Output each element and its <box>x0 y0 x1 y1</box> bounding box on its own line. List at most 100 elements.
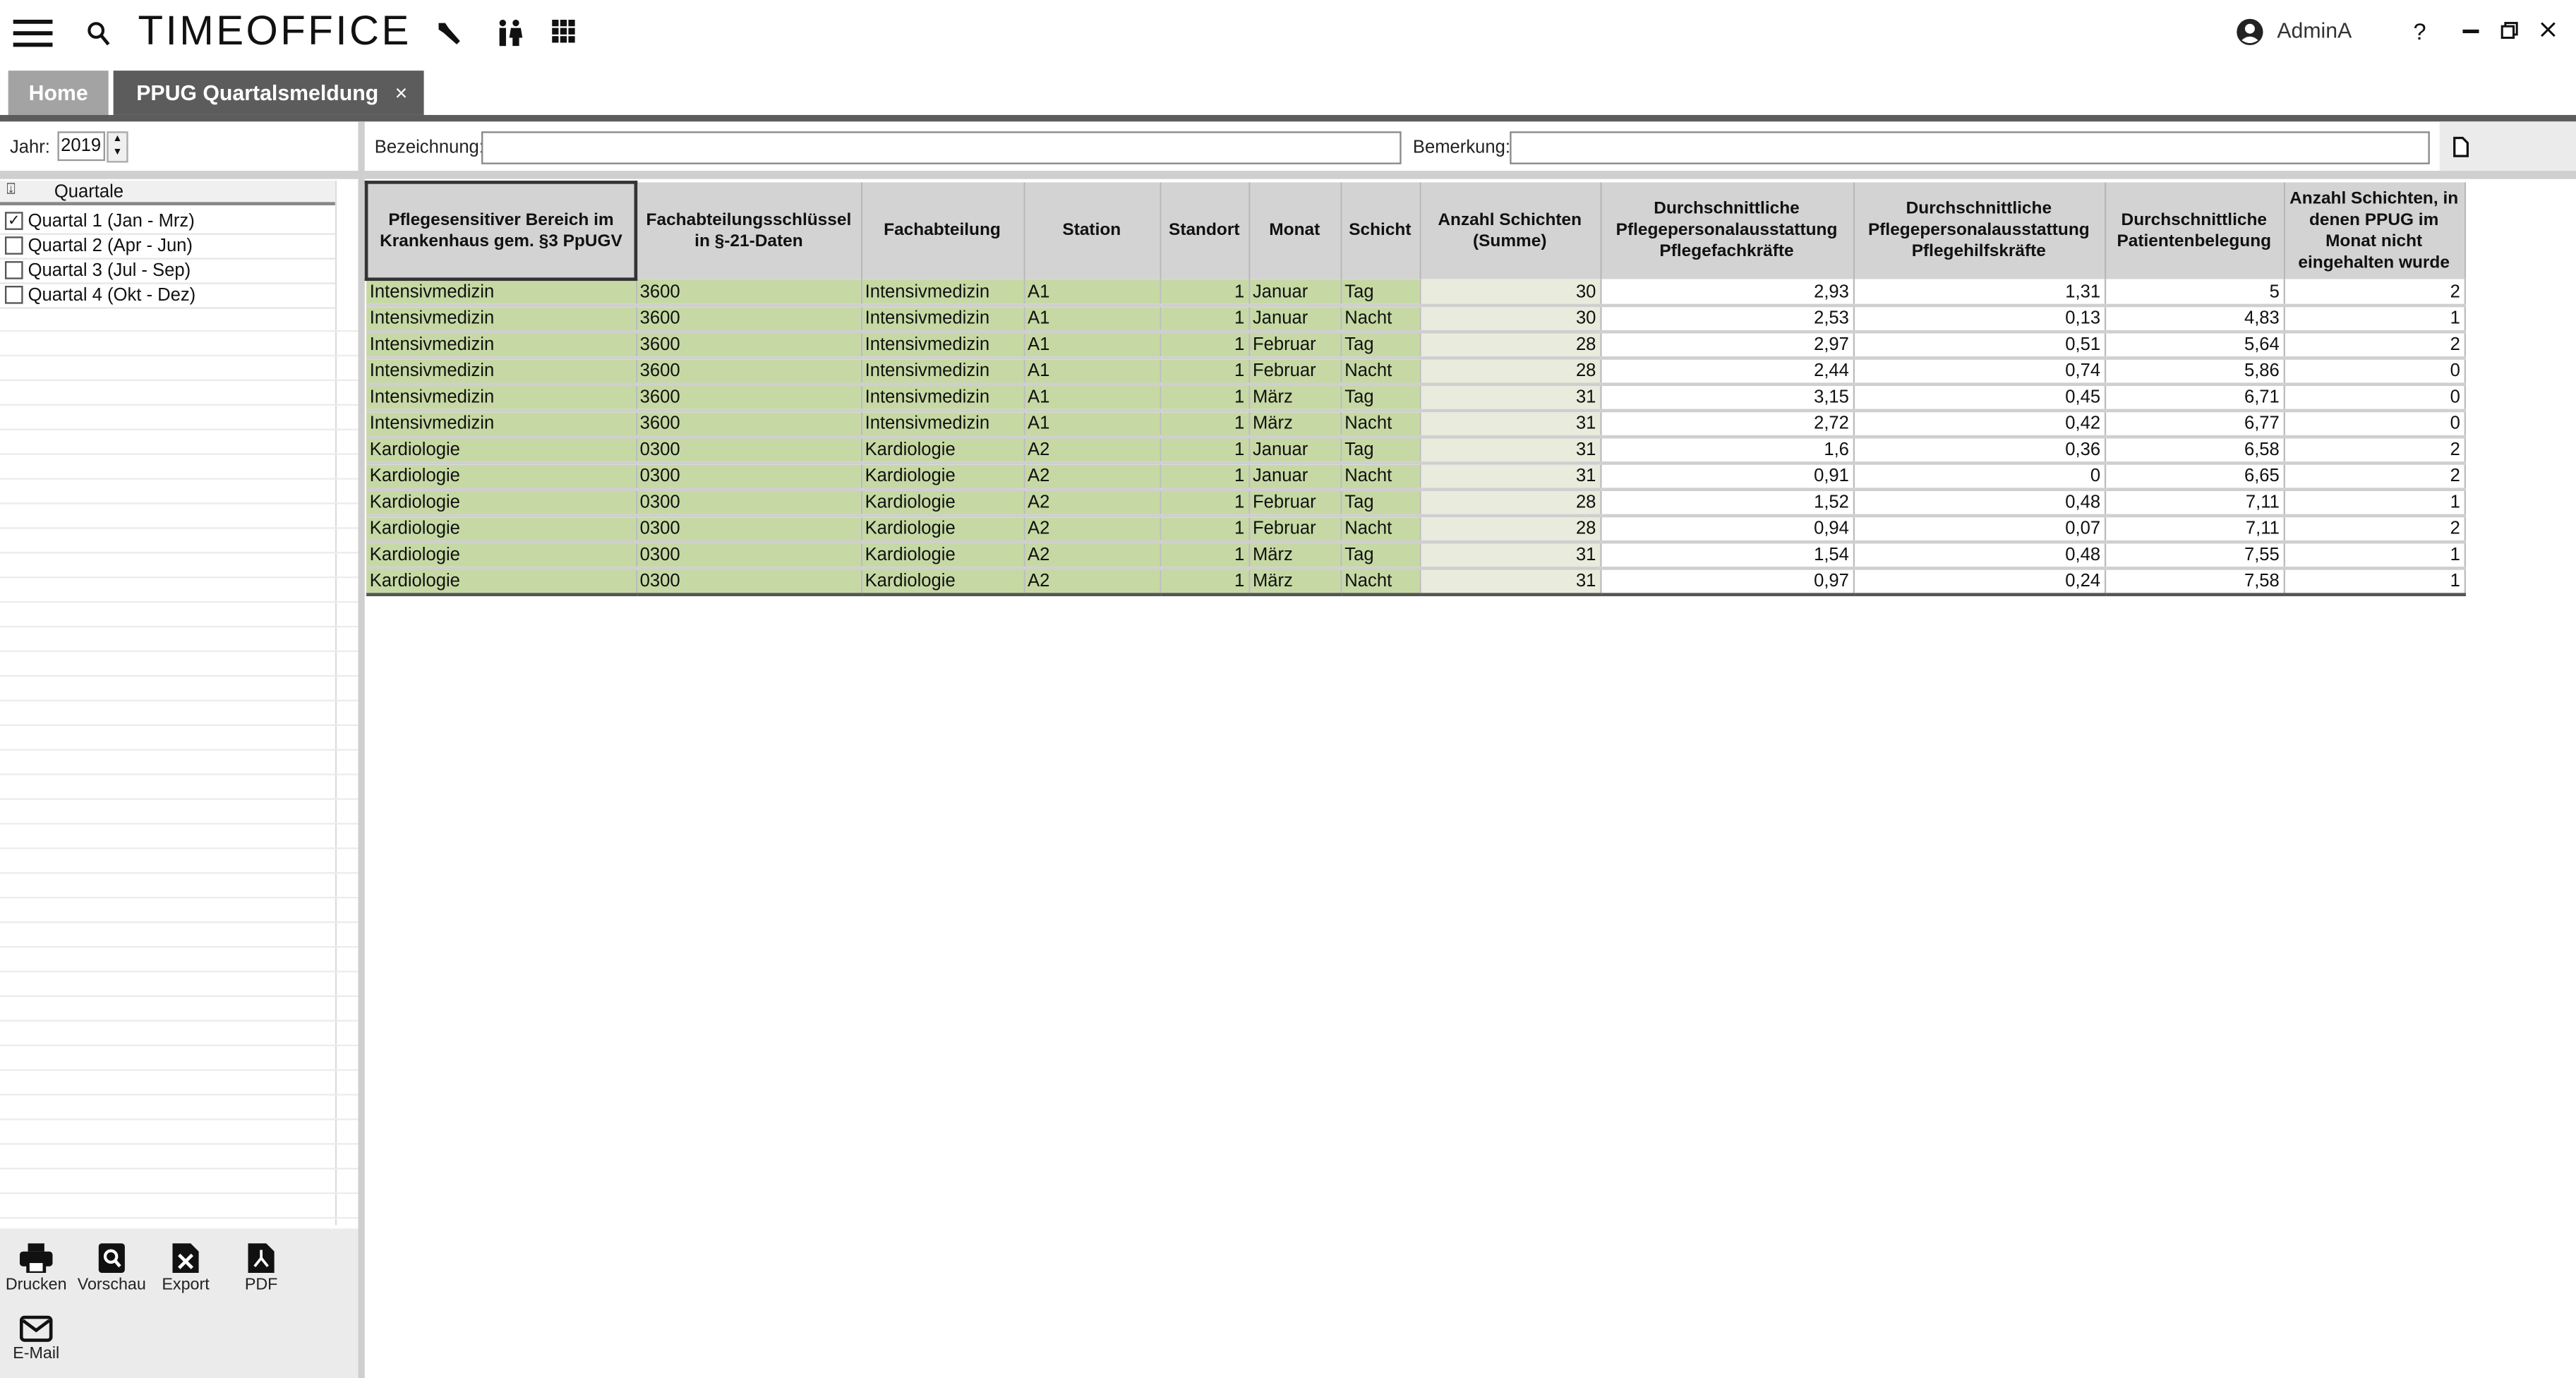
new-document-icon[interactable] <box>2451 135 2471 158</box>
table-cell[interactable]: 0,42 <box>1853 410 2106 439</box>
table-cell[interactable]: 2 <box>2283 515 2465 544</box>
table-cell[interactable]: 0,48 <box>1853 542 2106 570</box>
table-cell[interactable]: Nacht <box>1340 515 1421 544</box>
column-header[interactable]: Durchschnittliche Pflegepersonalausstatt… <box>1600 182 1854 279</box>
preview-button[interactable]: Vorschau <box>76 1243 148 1294</box>
table-cell[interactable]: 0,13 <box>1853 305 2106 334</box>
table-cell[interactable]: Kardiologie <box>860 568 1025 596</box>
restore-icon[interactable] <box>2499 20 2519 40</box>
table-cell[interactable]: A1 <box>1023 279 1161 308</box>
column-header[interactable]: Durchschnittliche Patientenbelegung <box>2104 182 2285 279</box>
column-header[interactable]: Anzahl Schichten, in denen PPUG im Monat… <box>2283 182 2465 279</box>
table-cell[interactable]: 0300 <box>635 542 862 570</box>
table-cell[interactable]: Februar <box>1248 332 1342 360</box>
wrench-icon[interactable] <box>432 16 465 49</box>
table-cell[interactable]: 1 <box>1160 542 1250 570</box>
column-header[interactable]: Station <box>1023 182 1161 279</box>
user-name[interactable]: AdminA <box>2277 18 2352 43</box>
column-header[interactable]: Durchschnittliche Pflegepersonalausstatt… <box>1853 182 2106 279</box>
table-cell[interactable]: A2 <box>1023 489 1161 518</box>
quartal-item[interactable]: ✓ Quartal 1 (Jan - Mrz) <box>0 209 335 235</box>
table-row[interactable]: Intensivmedizin 3600 Intensivmedizin A1 1 Mär… <box>366 384 2465 413</box>
tab-close-icon[interactable]: × <box>395 80 408 105</box>
table-cell[interactable]: Kardiologie <box>860 437 1025 465</box>
table-cell[interactable]: 2,97 <box>1600 332 1854 360</box>
table-cell[interactable]: Kardiologie <box>366 568 637 596</box>
table-cell[interactable]: Tag <box>1340 437 1421 465</box>
table-cell[interactable]: 3600 <box>635 279 862 308</box>
quartal-item[interactable]: Quartal 3 (Jul - Sep) <box>0 258 335 284</box>
table-cell[interactable]: Nacht <box>1340 305 1421 334</box>
table-cell[interactable]: 28 <box>1419 358 1601 387</box>
table-cell[interactable]: Nacht <box>1340 410 1421 439</box>
table-cell[interactable]: Intensivmedizin <box>860 384 1025 413</box>
column-chooser-icon[interactable]: ⍗ <box>6 181 16 198</box>
table-cell[interactable]: 1 <box>1160 384 1250 413</box>
table-cell[interactable]: Intensivmedizin <box>366 279 637 308</box>
spin-down-icon[interactable]: ▼ <box>112 147 123 158</box>
table-row[interactable]: Kardiologie 0300 Kardiologie A2 1 März Tag 31 1,… <box>366 542 2465 570</box>
table-cell[interactable]: Intensivmedizin <box>366 332 637 360</box>
year-input[interactable]: 2019 <box>57 131 105 162</box>
table-cell[interactable]: 0,48 <box>1853 489 2106 518</box>
table-cell[interactable]: 2 <box>2283 279 2465 308</box>
table-cell[interactable]: Kardiologie <box>366 437 637 465</box>
spin-up-icon[interactable]: ▲ <box>112 134 123 145</box>
table-cell[interactable]: 1,6 <box>1600 437 1854 465</box>
table-cell[interactable]: 6,65 <box>2104 463 2285 492</box>
table-cell[interactable]: Intensivmedizin <box>860 332 1025 360</box>
table-row[interactable]: Intensivmedizin 3600 Intensivmedizin A1 1 Mär… <box>366 410 2465 439</box>
table-cell[interactable]: 1 <box>1160 410 1250 439</box>
table-cell[interactable]: 1 <box>1160 279 1250 308</box>
table-cell[interactable]: März <box>1248 542 1342 570</box>
column-header[interactable]: Fachabteilung <box>860 182 1025 279</box>
table-cell[interactable]: 2,93 <box>1600 279 1854 308</box>
table-cell[interactable]: 0300 <box>635 568 862 596</box>
table-cell[interactable]: 5,64 <box>2104 332 2285 360</box>
table-cell[interactable]: 1 <box>1160 489 1250 518</box>
table-cell[interactable]: 0,36 <box>1853 437 2106 465</box>
table-cell[interactable]: 0,97 <box>1600 568 1854 596</box>
table-cell[interactable]: Intensivmedizin <box>860 358 1025 387</box>
table-cell[interactable]: Februar <box>1248 515 1342 544</box>
table-cell[interactable]: 1 <box>2283 542 2465 570</box>
export-button[interactable]: Export <box>150 1243 222 1294</box>
table-cell[interactable]: 0300 <box>635 463 862 492</box>
table-cell[interactable]: 31 <box>1419 463 1601 492</box>
table-cell[interactable]: 3600 <box>635 358 862 387</box>
table-cell[interactable]: 31 <box>1419 384 1601 413</box>
table-cell[interactable]: Intensivmedizin <box>860 410 1025 439</box>
table-cell[interactable]: 2,72 <box>1600 410 1854 439</box>
table-cell[interactable]: 0 <box>2283 384 2465 413</box>
table-cell[interactable]: A2 <box>1023 437 1161 465</box>
table-cell[interactable]: 0,74 <box>1853 358 2106 387</box>
bezeichnung-input[interactable] <box>481 131 1402 164</box>
table-cell[interactable]: 7,55 <box>2104 542 2285 570</box>
table-cell[interactable]: Kardiologie <box>366 463 637 492</box>
table-cell[interactable]: Kardiologie <box>860 463 1025 492</box>
table-cell[interactable]: 28 <box>1419 489 1601 518</box>
bemerkung-input[interactable] <box>1510 131 2430 164</box>
table-cell[interactable]: 1 <box>1160 463 1250 492</box>
table-cell[interactable]: 1 <box>1160 568 1250 596</box>
table-cell[interactable]: 2,53 <box>1600 305 1854 334</box>
table-cell[interactable]: Kardiologie <box>860 515 1025 544</box>
table-cell[interactable]: 0,24 <box>1853 568 2106 596</box>
table-cell[interactable]: 1 <box>1160 305 1250 334</box>
table-cell[interactable]: 1 <box>1160 358 1250 387</box>
table-cell[interactable]: 0,91 <box>1600 463 1854 492</box>
panel-splitter[interactable] <box>358 121 365 1378</box>
help-button[interactable]: ? <box>2413 18 2426 44</box>
table-cell[interactable]: 2,44 <box>1600 358 1854 387</box>
table-cell[interactable]: 1 <box>2283 489 2465 518</box>
table-cell[interactable]: Januar <box>1248 463 1342 492</box>
table-cell[interactable]: Nacht <box>1340 568 1421 596</box>
table-cell[interactable]: 2 <box>2283 332 2465 360</box>
table-cell[interactable]: 30 <box>1419 305 1601 334</box>
table-cell[interactable]: 0300 <box>635 437 862 465</box>
table-row[interactable]: Intensivmedizin 3600 Intensivmedizin A1 1 Feb… <box>366 358 2465 387</box>
table-cell[interactable]: 7,11 <box>2104 489 2285 518</box>
minimize-icon[interactable] <box>2461 23 2481 40</box>
print-button[interactable]: Drucken <box>0 1243 72 1294</box>
table-cell[interactable]: A1 <box>1023 384 1161 413</box>
